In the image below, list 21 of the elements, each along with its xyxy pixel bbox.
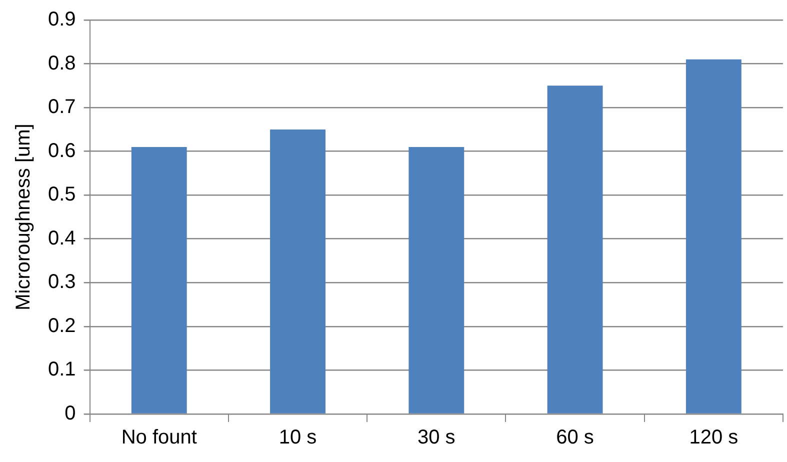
bar: [408, 146, 464, 414]
bar: [547, 86, 603, 414]
y-axis-title: Microroughness [um]: [12, 124, 35, 310]
x-tick-label: 120 s: [689, 426, 738, 449]
bar: [686, 59, 742, 414]
y-tick-label: 0.6: [48, 140, 76, 162]
bar: [131, 146, 187, 414]
y-tick-label: 0.8: [48, 52, 76, 74]
bar: [270, 129, 326, 414]
y-tick-label: 0.1: [48, 358, 76, 381]
x-tick-label: 60 s: [556, 426, 594, 449]
y-tick-label: 0.5: [48, 184, 76, 206]
y-tick-label: 0.9: [48, 8, 76, 31]
y-tick-label: 0.3: [48, 271, 76, 294]
y-tick-label: 0.4: [48, 227, 76, 250]
y-tick-label: 0.7: [48, 96, 76, 118]
y-tick-label: 0: [64, 402, 76, 425]
x-tick-label: No fount: [121, 426, 198, 449]
x-tick-label: 10 s: [278, 426, 317, 449]
x-tick-label: 30 s: [417, 426, 456, 449]
y-tick-label: 0.2: [48, 314, 76, 337]
